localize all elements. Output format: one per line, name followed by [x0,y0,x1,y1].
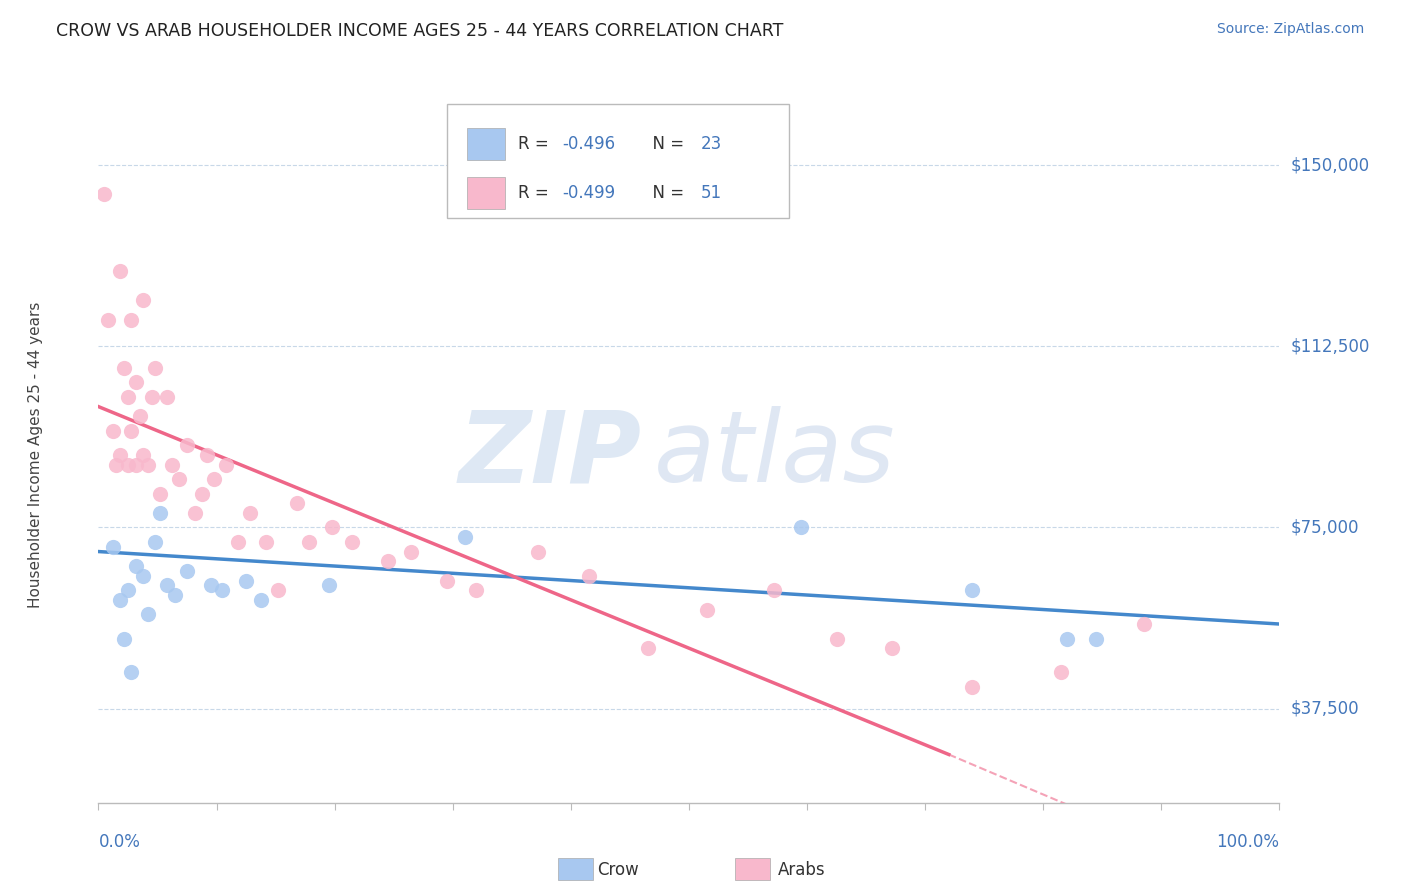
Point [526,544,548,558]
Point [825,632,848,646]
Point [211,583,233,598]
Point [160,458,183,472]
Point [97,312,120,326]
Point [239,506,262,520]
Point [132,293,155,308]
Point [121,665,143,680]
Point [132,448,155,462]
Point [143,534,166,549]
Point [254,534,277,549]
Text: atlas: atlas [654,407,896,503]
Point [195,448,218,462]
Point [962,583,984,598]
Point [93,187,115,202]
Text: Householder Income Ages 25 - 44 years: Householder Income Ages 25 - 44 years [28,301,44,608]
Point [176,438,198,452]
Point [318,578,340,592]
Point [156,578,179,592]
Point [1132,617,1154,632]
Point [125,559,148,574]
Point [762,583,785,598]
Point [342,534,364,549]
Point [298,534,321,549]
Point [267,583,290,598]
Text: Source: ZipAtlas.com: Source: ZipAtlas.com [1216,22,1364,37]
Point [250,592,273,607]
Point [321,520,343,534]
Point [285,496,308,510]
Point [790,520,813,534]
Point [880,641,903,656]
Point [377,554,399,568]
Point [202,472,225,486]
Point [125,458,148,472]
Point [112,361,135,376]
Text: ZIP: ZIP [458,407,641,503]
Point [136,607,159,622]
Point [117,458,139,472]
Text: 0.0%: 0.0% [98,833,141,851]
Point [1056,632,1078,646]
Point [401,544,423,558]
Point [125,376,148,390]
Point [149,486,172,500]
Point [637,641,659,656]
FancyBboxPatch shape [467,177,505,209]
Text: 51: 51 [700,184,721,202]
Text: -0.499: -0.499 [562,184,616,202]
Point [453,530,475,544]
Text: R =: R = [517,184,554,202]
Text: CROW VS ARAB HOUSEHOLDER INCOME AGES 25 - 44 YEARS CORRELATION CHART: CROW VS ARAB HOUSEHOLDER INCOME AGES 25 … [56,22,783,40]
Point [136,458,159,472]
Point [962,680,984,694]
Text: $37,500: $37,500 [1291,699,1360,717]
Point [112,632,135,646]
Point [200,578,222,592]
Point [436,574,458,588]
Text: $150,000: $150,000 [1291,156,1369,174]
Text: $75,000: $75,000 [1291,518,1360,536]
Point [143,361,166,376]
Point [121,424,143,438]
Point [696,602,718,616]
Point [117,390,139,404]
FancyBboxPatch shape [447,103,789,219]
Point [121,312,143,326]
Point [141,390,163,404]
Point [578,568,600,582]
Point [1050,665,1073,680]
Point [101,424,124,438]
Point [1085,632,1108,646]
Point [105,458,128,472]
Text: 23: 23 [700,135,723,153]
Point [235,574,257,588]
Point [108,264,131,278]
Point [167,472,190,486]
Point [132,568,155,582]
Point [176,564,198,578]
Point [165,588,187,602]
Text: N =: N = [641,184,689,202]
Point [149,506,172,520]
Point [191,486,214,500]
Point [215,458,238,472]
FancyBboxPatch shape [467,128,505,160]
Point [156,390,179,404]
Point [226,534,249,549]
Point [184,506,207,520]
Point [465,583,488,598]
Point [128,409,150,424]
Point [108,592,131,607]
Text: Arabs: Arabs [778,861,825,879]
Text: -0.496: -0.496 [562,135,616,153]
Point [101,540,124,554]
Point [117,583,139,598]
Text: Crow: Crow [598,861,640,879]
Text: $112,500: $112,500 [1291,337,1369,355]
Point [108,448,131,462]
Text: 100.0%: 100.0% [1216,833,1279,851]
Text: R =: R = [517,135,554,153]
Text: N =: N = [641,135,689,153]
